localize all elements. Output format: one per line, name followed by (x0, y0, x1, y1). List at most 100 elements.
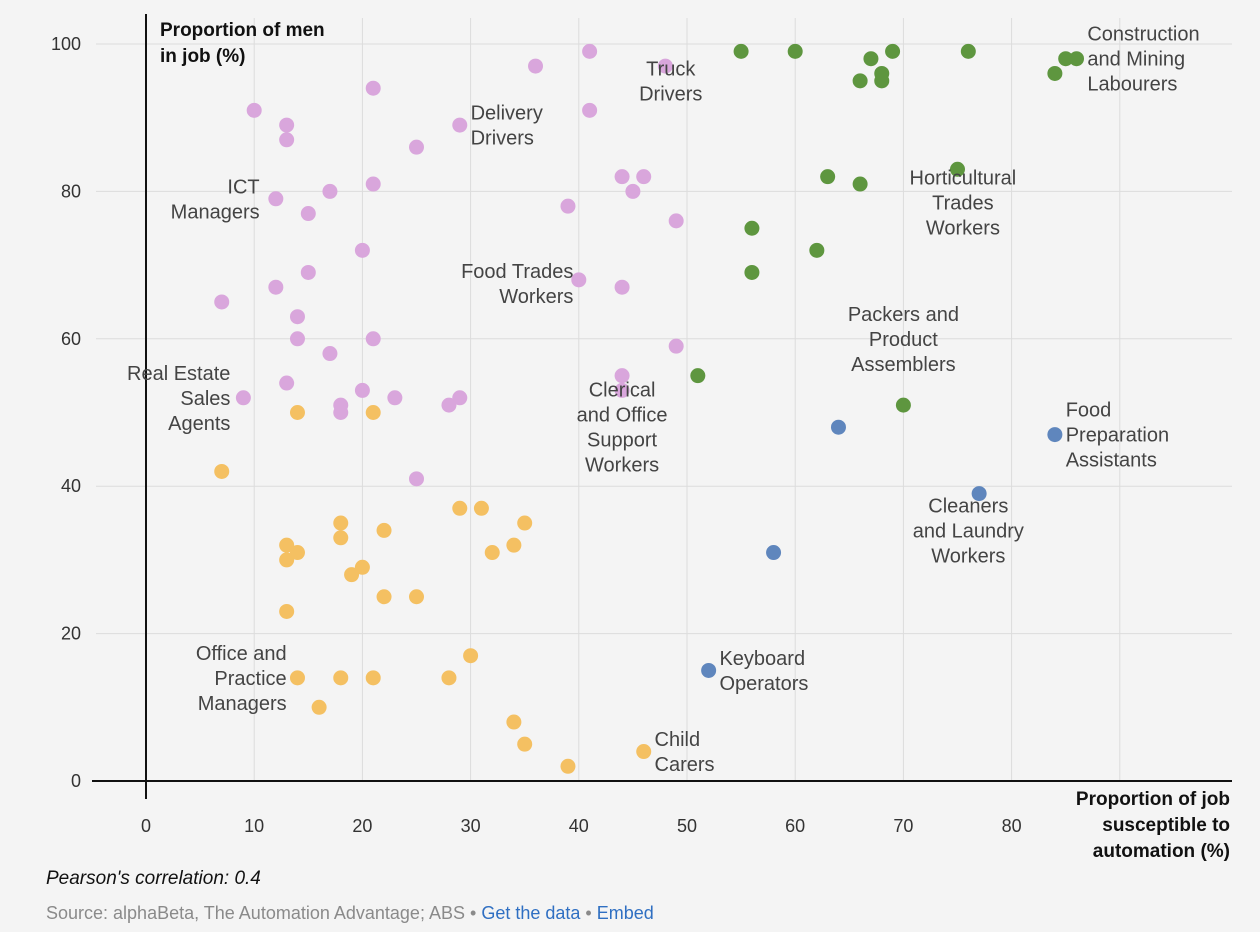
data-point-orange (344, 567, 360, 583)
data-point-orange (409, 589, 424, 605)
x-tick-label: 30 (461, 816, 481, 836)
annotation-line: Support (587, 430, 657, 452)
point-annotation: Delivery Drivers (471, 103, 543, 150)
data-point-orange (506, 537, 522, 553)
embed-link[interactable]: Embed (596, 903, 654, 923)
annotation-line: Packers and (848, 304, 959, 326)
annotation-line: and Mining (1087, 49, 1185, 71)
data-point-blue (701, 662, 717, 678)
data-point-orange (333, 530, 349, 546)
y-axis-title-line: Proportion of men (160, 20, 325, 41)
x-axis-title-line: susceptible to (1102, 815, 1230, 836)
data-point-pink (365, 80, 381, 96)
data-point-green (960, 43, 976, 59)
data-point-pink (279, 132, 295, 148)
y-tick-label: 60 (61, 329, 81, 349)
data-point-orange (279, 552, 295, 568)
annotation-line: Horticultural (910, 167, 1017, 189)
data-point-pink (322, 346, 338, 362)
data-point-pink (354, 242, 370, 258)
data-point-orange (365, 405, 381, 420)
x-tick-label: 0 (141, 816, 151, 836)
point-annotation: Construction and Mining Labourers (1087, 24, 1199, 96)
y-tick-label: 20 (61, 624, 81, 644)
annotation-line: Assistants (1066, 450, 1157, 472)
data-point-pink (235, 390, 251, 406)
y-axis-title-line: in job (%) (160, 46, 245, 67)
scatter-chart: 0 10 20 30 40 50 60 70 80 0 20 40 60 80 100 Proportion … (51, 14, 1232, 862)
annotation-line: Preparation (1066, 425, 1169, 447)
annotation-line: Construction (1087, 24, 1199, 46)
annotation-line: Agents (168, 413, 230, 435)
x-tick-label: 80 (1002, 816, 1022, 836)
annotation-line: Real Estate (127, 363, 230, 385)
y-axis-title: Proportion of men in job (%) (160, 20, 325, 67)
annotation-line: Food Trades (461, 261, 573, 283)
data-point-orange (279, 537, 295, 553)
annotation-line: Workers (585, 455, 659, 477)
data-point-orange (333, 515, 349, 531)
x-axis-title-line: Proportion of job (1076, 789, 1230, 810)
data-point-pink (668, 213, 684, 229)
data-point-pink (333, 405, 349, 420)
data-points (214, 43, 1085, 774)
annotation-line: Workers (926, 217, 1000, 239)
data-point-green (820, 169, 836, 185)
data-point-pink (409, 471, 424, 487)
point-annotation: Food Preparation Assistants (1066, 400, 1169, 472)
annotation-line: Drivers (639, 83, 702, 105)
data-point-pink (268, 279, 284, 295)
x-tick-label: 20 (352, 816, 372, 836)
annotation-line: Practice (214, 668, 286, 690)
data-point-orange (365, 670, 381, 686)
annotation-line: Trades (932, 192, 994, 214)
data-point-pink (452, 117, 468, 133)
data-point-green (1047, 65, 1063, 81)
annotation-line: Managers (198, 693, 287, 715)
data-point-green (744, 220, 760, 236)
data-point-pink (528, 58, 544, 74)
annotation-line: Cleaners (928, 495, 1008, 517)
correlation-note: Pearson's correlation: 0.4 (46, 868, 261, 889)
data-point-pink (614, 169, 630, 185)
data-point-orange (214, 463, 230, 479)
data-point-green (863, 51, 879, 67)
point-annotation: Keyboard Operators (719, 648, 808, 695)
data-point-pink (409, 139, 424, 155)
data-point-orange (473, 500, 489, 516)
data-point-pink (614, 382, 630, 398)
point-annotation: Real Estate Sales Agents (127, 363, 230, 435)
annotation-line: Delivery (471, 103, 543, 125)
data-point-pink (214, 294, 230, 310)
get-the-data-link[interactable]: Get the data (481, 903, 581, 923)
annotation-line: Drivers (471, 128, 534, 150)
point-annotation: Truck Drivers (639, 58, 702, 105)
data-point-orange (636, 744, 652, 760)
data-point-green (787, 43, 803, 59)
annotation-line: Product (869, 329, 938, 351)
data-point-green (895, 397, 911, 413)
data-point-pink (354, 382, 370, 398)
data-point-orange (333, 670, 349, 686)
data-point-green (1069, 51, 1085, 67)
data-point-pink (387, 390, 403, 406)
annotation-line: Clerical (589, 380, 656, 402)
chart-area: 0 10 20 30 40 50 60 70 80 0 20 40 60 80 100 Proportion … (51, 14, 1232, 862)
data-point-green (852, 176, 868, 192)
x-axis-title: Proportion of job susceptible to automatio… (1076, 789, 1230, 862)
point-annotation: Cleaners and Laundry Workers (913, 495, 1024, 567)
separator: • (469, 903, 477, 923)
annotation-line: Food (1066, 400, 1112, 422)
annotation-line: Managers (171, 201, 260, 223)
point-annotation: Food Trades Workers (461, 261, 573, 308)
data-point-orange (517, 736, 533, 752)
x-tick-label: 40 (569, 816, 589, 836)
point-annotation: ICT Managers (171, 176, 260, 223)
data-point-pink (657, 58, 673, 74)
annotation-line: and Office (577, 405, 668, 427)
data-point-pink (614, 279, 630, 295)
annotation-line: Workers (931, 545, 1005, 567)
data-point-orange (376, 522, 392, 538)
annotation-line: ICT (227, 176, 259, 198)
annotation-line: Assemblers (851, 354, 955, 376)
